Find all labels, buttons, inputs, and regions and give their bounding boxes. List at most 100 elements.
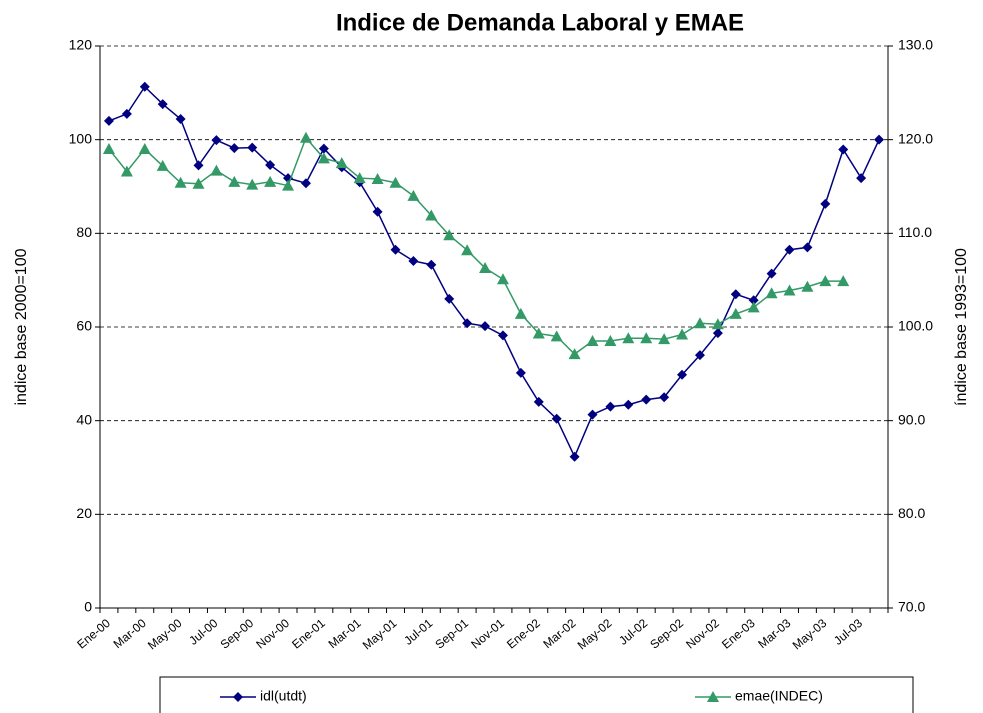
y-tick-label: 40	[76, 411, 92, 427]
data-point	[641, 394, 652, 405]
x-tick-label: Sep-02	[647, 616, 686, 652]
data-point	[694, 350, 705, 361]
y-tick-label: 60	[76, 318, 92, 334]
data-point	[784, 244, 795, 255]
x-tick-label: Nov-01	[468, 616, 507, 652]
data-point	[175, 114, 186, 125]
data-point	[640, 332, 653, 344]
y2-tick-label: 120.0	[898, 130, 933, 146]
data-point	[156, 159, 169, 171]
y-tick-label: 120	[69, 37, 93, 53]
data-point	[604, 335, 617, 347]
x-tick-label: May-00	[145, 616, 185, 653]
data-point	[730, 289, 741, 300]
data-point	[193, 160, 204, 171]
data-point	[139, 81, 150, 92]
series-line	[108, 136, 844, 356]
data-point	[819, 275, 832, 287]
data-point	[586, 335, 599, 347]
data-point	[211, 135, 222, 146]
data-point	[228, 175, 241, 187]
data-point	[766, 268, 777, 279]
data-point	[480, 321, 491, 332]
data-point	[371, 173, 384, 185]
x-tick-label: Mar-03	[755, 616, 793, 651]
x-tick-label: Jul-03	[831, 616, 865, 648]
data-point	[317, 152, 330, 164]
data-point	[390, 244, 401, 255]
data-point	[353, 172, 366, 184]
data-point	[801, 280, 814, 292]
data-point	[497, 330, 508, 341]
x-tick-label: Ene-02	[504, 616, 543, 652]
data-point	[120, 165, 133, 177]
legend-label: idl(utdt)	[260, 688, 307, 704]
data-point	[318, 143, 329, 154]
data-point	[461, 244, 474, 256]
data-point	[210, 164, 223, 176]
data-point	[856, 173, 867, 184]
data-point	[426, 259, 437, 270]
x-tick-label: Mar-02	[540, 616, 578, 651]
data-point	[677, 369, 688, 380]
data-point	[299, 131, 312, 143]
data-point	[783, 284, 796, 296]
y2-tick-label: 70.0	[898, 599, 925, 615]
data-point	[247, 142, 258, 153]
data-point	[550, 330, 563, 342]
data-point	[551, 413, 562, 424]
x-tick-label: Ene-03	[719, 616, 758, 652]
data-point	[765, 287, 778, 299]
x-tick-label: Sep-01	[432, 616, 471, 652]
data-point	[462, 318, 473, 329]
data-point	[676, 328, 689, 340]
y-tick-label: 20	[76, 505, 92, 521]
data-point	[229, 143, 240, 154]
data-point	[605, 401, 616, 412]
y2-tick-label: 80.0	[898, 505, 925, 521]
data-point	[389, 176, 402, 188]
data-point	[408, 255, 419, 266]
data-point	[587, 409, 598, 420]
data-point	[711, 318, 724, 330]
data-point	[693, 317, 706, 329]
data-point	[335, 157, 348, 169]
y-tick-label: 80	[76, 224, 92, 240]
y-axis-title: indice base 2000=100	[13, 248, 30, 405]
data-point	[407, 189, 420, 201]
y2-axis-title: índice base 1993=100	[953, 248, 970, 406]
data-point	[838, 144, 849, 155]
x-tick-label: Ene-00	[74, 616, 113, 652]
y-tick-label: 100	[69, 130, 93, 146]
y2-tick-label: 110.0	[898, 224, 932, 240]
data-point	[747, 301, 760, 313]
y-tick-label: 0	[84, 599, 92, 615]
x-tick-label: Nov-00	[253, 616, 292, 652]
data-point	[748, 295, 759, 306]
data-point	[157, 99, 168, 110]
data-point	[532, 327, 545, 339]
data-point	[729, 307, 742, 319]
x-tick-label: Jul-01	[401, 616, 435, 648]
x-tick-label: Sep-00	[218, 616, 257, 652]
data-point	[874, 134, 885, 145]
data-point	[174, 176, 187, 188]
legend-marker	[233, 692, 243, 702]
x-tick-label: Mar-00	[111, 616, 149, 651]
x-tick-label: Jul-02	[616, 616, 650, 648]
legend-box	[159, 676, 914, 713]
data-point	[514, 307, 527, 319]
data-point	[658, 333, 671, 345]
data-point	[623, 399, 634, 410]
data-point	[569, 451, 580, 462]
data-point	[103, 115, 114, 126]
data-point	[515, 367, 526, 378]
data-point	[246, 178, 259, 190]
data-point	[479, 261, 492, 273]
x-tick-label: Nov-02	[683, 616, 722, 652]
x-tick-label: May-01	[360, 616, 400, 653]
y2-tick-label: 100.0	[898, 318, 933, 334]
x-tick-label: May-02	[575, 616, 615, 653]
